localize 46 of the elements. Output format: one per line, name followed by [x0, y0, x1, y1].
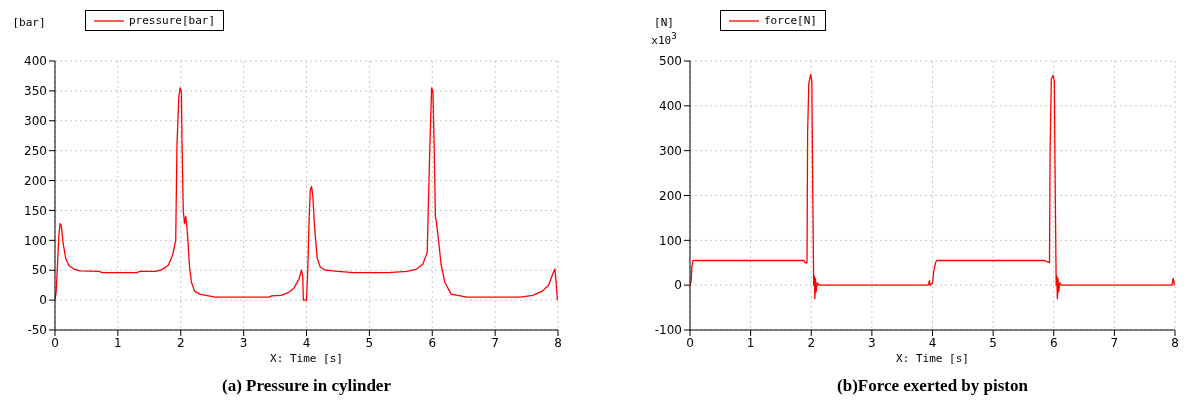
x-tick-label: 0 [686, 335, 694, 350]
y-axis-title: [N] [654, 16, 674, 29]
legend-label: force[N] [764, 14, 817, 27]
y-tick-label: -100 [654, 323, 682, 338]
y-tick-label: 200 [659, 188, 682, 203]
x-tick-label: 0 [51, 335, 59, 350]
y-tick-label: 150 [24, 203, 47, 218]
x-axis-title: X: Time [s] [896, 352, 969, 365]
text: (b)Force exerted by piston [837, 376, 1028, 395]
x-tick-label: 6 [1049, 335, 1058, 350]
x-tick-label: 2 [176, 335, 185, 350]
x-tick-label: 7 [491, 335, 499, 350]
x-tick-label: 2 [807, 335, 816, 350]
x-tick-label: 3 [239, 335, 248, 350]
line-series [55, 87, 558, 301]
line-series [690, 73, 1175, 300]
text: (a) Pressure in cylinder [222, 376, 391, 395]
legend-label: pressure[bar] [129, 14, 216, 27]
text: x10$^{3}$ [651, 30, 677, 47]
y-tick-label: 400 [24, 54, 47, 69]
y-tick-label: 500 [659, 54, 682, 69]
x-tick-label: 4 [928, 335, 937, 350]
y-tick-label: 200 [24, 173, 47, 188]
y-axis-title: [bar] [12, 16, 46, 29]
x-tick-label: 5 [365, 335, 374, 350]
x-tick-label: 1 [114, 335, 122, 350]
y-tick-label: 350 [24, 84, 47, 99]
y-tick-label: 300 [659, 143, 682, 158]
x-tick-label: 4 [302, 335, 311, 350]
y-tick-label: -50 [27, 323, 47, 338]
x-tick-label: 7 [1110, 335, 1119, 350]
y-tick-label: 0 [39, 293, 47, 308]
y-tick-label: 100 [24, 233, 47, 248]
y-tick-label: 50 [31, 263, 47, 278]
y-tick-label: 100 [659, 233, 682, 248]
x-tick-label: 1 [746, 335, 755, 350]
y-tick-label: 0 [674, 278, 682, 293]
x-tick-label: 8 [554, 335, 562, 350]
x-axis-title: X: Time [s] [270, 352, 343, 365]
y-tick-label: 400 [659, 99, 682, 114]
y-tick-label: 300 [24, 114, 47, 129]
x-tick-label: 3 [868, 335, 876, 350]
x-tick-label: 8 [1171, 335, 1179, 350]
x-tick-label: 5 [989, 335, 997, 350]
y-tick-label: 250 [24, 143, 47, 158]
x-tick-label: 6 [428, 335, 437, 350]
